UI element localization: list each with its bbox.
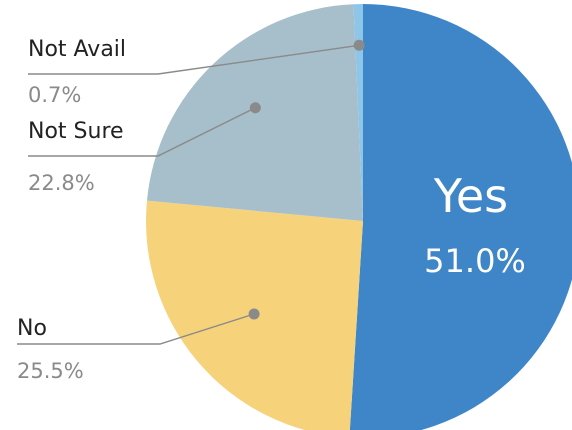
slice-value-not-avail: 0.7%	[28, 83, 81, 107]
slice-label-yes: Yes	[433, 169, 508, 223]
pie-callouts	[17, 39, 365, 345]
slice-label-not-avail: Not Avail	[28, 37, 126, 62]
leader-line-not-sure	[28, 107, 256, 157]
slice-value-no: 25.5%	[17, 359, 84, 383]
leader-line-not-avail	[28, 44, 360, 75]
slice-value-not-sure: 22.8%	[28, 171, 95, 195]
leader-dot-no	[248, 308, 260, 320]
slice-label-not-sure: Not Sure	[28, 119, 124, 144]
leader-line-no	[17, 313, 255, 345]
leader-dot-not-avail	[353, 39, 365, 51]
slice-value-yes: 51.0%	[424, 242, 526, 280]
slice-label-no: No	[17, 316, 47, 341]
pie-slice-yes	[349, 4, 572, 430]
leader-dot-not-sure	[249, 102, 261, 114]
pie-slice-not-avail	[353, 4, 363, 221]
